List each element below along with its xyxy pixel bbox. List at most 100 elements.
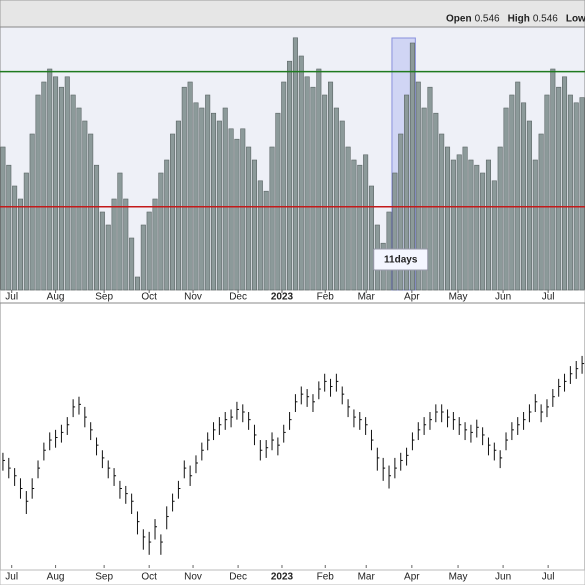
- bar: [199, 107, 205, 291]
- bar: [187, 81, 193, 291]
- bar: [275, 112, 281, 291]
- x-tick-label: Oct: [141, 572, 157, 583]
- x-tick-label: Nov: [184, 572, 202, 583]
- bar: [445, 146, 451, 291]
- bar: [123, 198, 129, 291]
- bar: [70, 94, 76, 291]
- x-tick-label: Dec: [229, 292, 247, 303]
- bar: [146, 211, 152, 291]
- bar: [474, 164, 480, 291]
- bar: [404, 94, 410, 291]
- bar: [129, 237, 135, 291]
- bar: [368, 185, 374, 291]
- bar: [333, 107, 339, 291]
- bar: [491, 180, 497, 291]
- legend-value: 0.546: [533, 14, 558, 25]
- bar: [181, 86, 187, 291]
- bar: [170, 133, 176, 291]
- bar: [573, 102, 579, 291]
- x-tick-label: Jul: [5, 292, 18, 303]
- bar: [526, 120, 532, 291]
- bottom-axis-strip: [0, 569, 585, 585]
- legend-label: High: [508, 14, 530, 25]
- bar: [450, 159, 456, 291]
- bar: [544, 94, 550, 291]
- bar: [521, 102, 527, 291]
- bar: [17, 198, 23, 291]
- bar: [164, 159, 170, 291]
- bar: [12, 185, 18, 291]
- bar: [99, 211, 105, 291]
- bar: [228, 128, 234, 291]
- top-panel: [0, 26, 585, 291]
- bar: [363, 154, 369, 291]
- x-tick-label: Jul: [542, 572, 555, 583]
- bar: [304, 76, 310, 291]
- bar: [41, 81, 47, 291]
- legend-label: Open: [446, 14, 472, 25]
- bar: [567, 94, 573, 291]
- x-tick-label: Aug: [47, 572, 65, 583]
- bar: [433, 112, 439, 291]
- x-tick-label: Mar: [358, 292, 376, 303]
- bar: [415, 81, 421, 291]
- x-tick-label: Feb: [317, 572, 335, 583]
- bar: [556, 86, 562, 291]
- x-tick-label: Sep: [95, 572, 113, 583]
- bar: [6, 164, 12, 291]
- bar: [111, 198, 117, 291]
- bar: [76, 107, 82, 291]
- x-tick-label: Apr: [404, 292, 420, 303]
- x-tick-label: Oct: [141, 292, 157, 303]
- bar: [88, 133, 94, 291]
- bar: [421, 107, 427, 291]
- bar: [158, 172, 164, 291]
- bar: [0, 146, 6, 291]
- bar: [263, 190, 269, 291]
- legend-label: Low: [566, 14, 585, 25]
- bar: [409, 42, 415, 291]
- bar: [439, 133, 445, 291]
- bar: [211, 112, 217, 291]
- bar: [392, 172, 398, 291]
- bar: [497, 146, 503, 291]
- bar: [251, 159, 257, 291]
- bar: [485, 159, 491, 291]
- bar: [480, 172, 486, 291]
- bar: [64, 76, 70, 291]
- bar: [538, 133, 544, 291]
- bar: [205, 94, 211, 291]
- bar: [152, 198, 158, 291]
- annotation-box: [373, 248, 429, 271]
- bar: [462, 146, 468, 291]
- bottom-panel: [0, 302, 585, 571]
- x-tick-label: May: [449, 292, 468, 303]
- bar: [82, 120, 88, 291]
- x-tick-label: Aug: [47, 292, 65, 303]
- x-tick-label: Dec: [229, 572, 247, 583]
- bar: [117, 172, 123, 291]
- bar: [328, 81, 334, 291]
- x-tick-label: Apr: [404, 572, 420, 583]
- bar: [550, 68, 556, 291]
- bar: [398, 133, 404, 291]
- bar: [345, 146, 351, 291]
- bar: [134, 276, 140, 291]
- x-tick-label: Jun: [495, 292, 511, 303]
- bar: [427, 86, 433, 291]
- bar: [222, 107, 228, 291]
- legend-value: 0.546: [475, 14, 500, 25]
- bar: [468, 159, 474, 291]
- annotation-text: 11days: [384, 255, 418, 266]
- bar: [509, 94, 515, 291]
- x-tick-label: Sep: [95, 292, 113, 303]
- x-tick-label: Jun: [495, 572, 511, 583]
- bar: [58, 86, 64, 291]
- x-tick-label: Jul: [542, 292, 555, 303]
- bar: [357, 164, 363, 291]
- bar: [351, 159, 357, 291]
- bar: [503, 107, 509, 291]
- bar: [193, 102, 199, 291]
- bar: [322, 94, 328, 291]
